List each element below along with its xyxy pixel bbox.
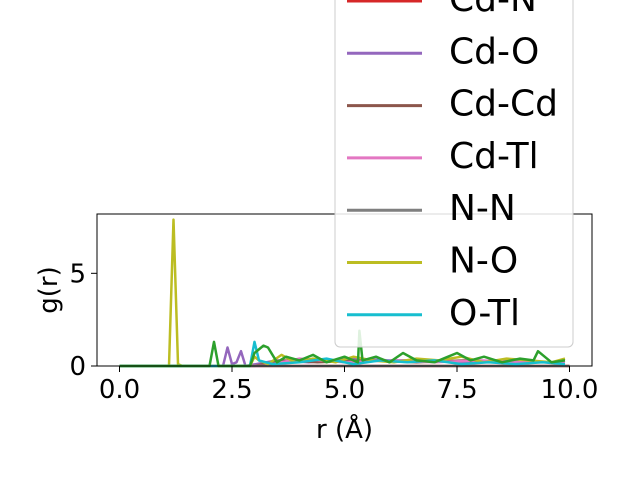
x-tick-label: 7.5	[436, 375, 477, 405]
x-tick-label: 0.0	[99, 375, 140, 405]
legend: Cd-N Cd-O Cd-Cd Cd-Tl N-N N-O O-Tl	[334, 0, 574, 348]
x-axis: 0.0 2.5 5.0 7.5 10.0	[99, 366, 599, 405]
legend-label: O-Tl	[449, 293, 520, 334]
x-axis-label: r (Å)	[316, 413, 373, 445]
legend-box	[334, 0, 574, 348]
y-axis-label: g(r)	[34, 266, 64, 313]
legend-label: N-O	[449, 241, 518, 282]
x-tick-label: 10.0	[541, 375, 599, 405]
legend-label: Cd-O	[449, 31, 539, 72]
x-tick-label: 2.5	[211, 375, 252, 405]
legend-label: N-N	[449, 188, 516, 229]
legend-label: Cd-Tl	[449, 136, 539, 177]
x-tick-label: 5.0	[324, 375, 365, 405]
legend-label: Cd-Cd	[449, 84, 558, 125]
legend-label: Cd-N	[449, 0, 537, 20]
y-tick-label: 5	[69, 259, 86, 289]
y-axis: 05	[69, 259, 97, 382]
y-tick-label: 0	[69, 352, 86, 382]
